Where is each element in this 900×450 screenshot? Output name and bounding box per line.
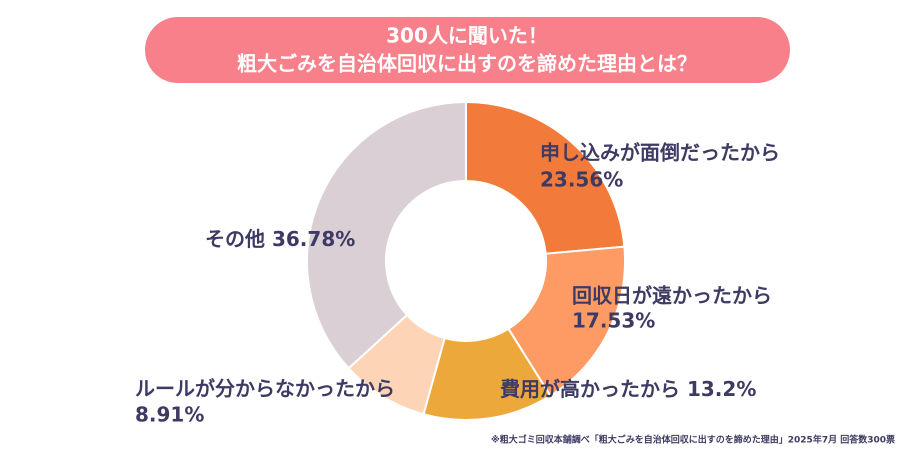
value-label: 36.78% [272,227,355,251]
value-label: 13.2% [687,377,756,401]
category-label: 費用が高かったから [500,377,680,401]
donut-slice [306,100,467,370]
label-row: 費用が高かったから 13.2% [500,377,756,401]
chart-title: 300人に聞いた！ [386,24,548,48]
category-label: 回収日が遠かったから [572,284,772,308]
label-row: その他 36.78% [205,227,355,251]
footnote: ※粗大ゴミ回収本舗調べ「粗大ごみを自治体回収に出すのを諦めた理由」2025年7月… [491,434,895,446]
donut-slice [465,100,626,255]
value-label: 23.56% [540,168,623,192]
value-label: 17.53% [572,309,655,333]
category-label: ルールが分からなかったから [135,377,395,401]
value-label: 8.91% [135,403,204,427]
title-banner [145,17,790,83]
category-label: 申し込みが面倒だったから [540,141,780,165]
chart-subtitle: 粗大ごみを自治体回収に出すのを諦めた理由とは？ [237,52,697,76]
donut [306,100,626,421]
category-label: その他 [205,227,265,251]
donut-slice [507,245,626,398]
